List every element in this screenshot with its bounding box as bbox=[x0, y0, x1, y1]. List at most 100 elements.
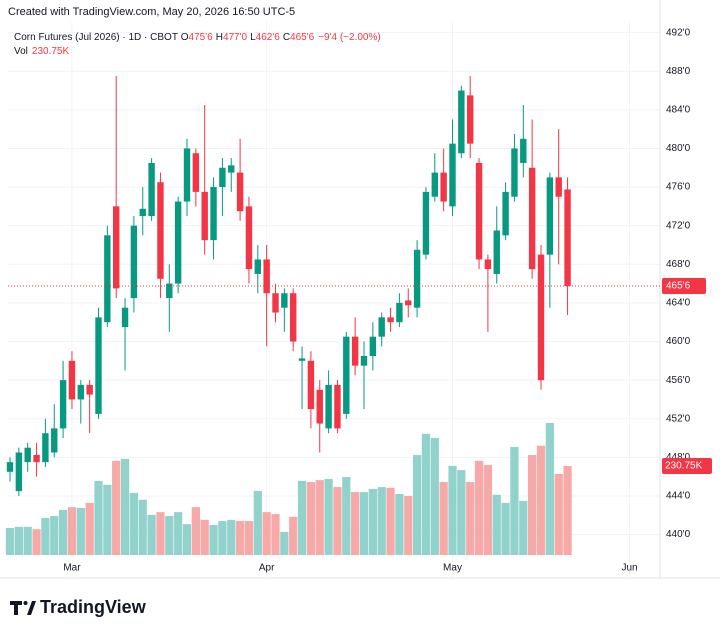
candle-body bbox=[210, 187, 217, 241]
last-volume-box bbox=[662, 457, 712, 474]
y-tick-label: 460'0 bbox=[666, 336, 691, 347]
volume-bar bbox=[218, 521, 227, 555]
candle-body bbox=[290, 293, 297, 342]
volume-bar bbox=[466, 482, 475, 555]
footer-logo bbox=[10, 601, 36, 615]
candle-body bbox=[174, 201, 182, 284]
candle-body bbox=[148, 162, 155, 217]
candle-body bbox=[166, 283, 173, 299]
x-tick-label: Jun bbox=[621, 563, 637, 574]
volume-bar bbox=[41, 517, 50, 555]
legend: Corn Futures (Jul 2026) · 1D · CBOT O475'… bbox=[14, 32, 381, 43]
volume-bar bbox=[377, 487, 386, 555]
volume-bar bbox=[368, 489, 377, 555]
candle-body bbox=[95, 317, 102, 414]
candle-body bbox=[42, 433, 49, 463]
candle-body bbox=[440, 172, 447, 202]
candle-body bbox=[68, 360, 76, 400]
volume-bar bbox=[324, 478, 333, 555]
volume-bar bbox=[280, 531, 289, 555]
volume-bar bbox=[528, 455, 537, 555]
volume-bar bbox=[112, 460, 121, 555]
candle-body bbox=[422, 191, 430, 255]
volume-bar bbox=[129, 492, 139, 555]
legend-open-label: O bbox=[181, 32, 189, 43]
volume-bar bbox=[412, 455, 422, 555]
volume-bar bbox=[501, 502, 510, 555]
candle-body bbox=[201, 191, 208, 241]
candle-body bbox=[334, 384, 341, 429]
legend-change: −9'4 (−2.00%) bbox=[318, 32, 381, 43]
candle-body bbox=[325, 384, 332, 429]
volume-bar bbox=[395, 494, 404, 555]
candle-body bbox=[405, 300, 412, 306]
candle-body bbox=[502, 191, 509, 236]
candle-body bbox=[351, 336, 359, 366]
legend-high: 477'0 bbox=[223, 32, 248, 43]
y-tick-label: 468'0 bbox=[666, 259, 691, 270]
volume-bar bbox=[191, 507, 200, 555]
legend-close: 465'6 bbox=[290, 32, 315, 43]
last-price-box bbox=[662, 278, 706, 295]
y-tick-label: 480'0 bbox=[666, 143, 691, 154]
candle-body bbox=[15, 452, 23, 492]
candle-body bbox=[228, 165, 235, 173]
y-tick-label: 488'0 bbox=[666, 66, 691, 77]
candle-body bbox=[369, 336, 377, 356]
candle-body bbox=[387, 317, 394, 323]
candle-body bbox=[546, 177, 554, 255]
legend-low-label: L bbox=[250, 32, 256, 43]
legend-open: 475'6 bbox=[189, 32, 214, 43]
volume-bar bbox=[306, 482, 316, 555]
last-volume-label: 230.75K bbox=[665, 461, 703, 472]
candle-body bbox=[298, 358, 306, 361]
candle-body bbox=[343, 336, 350, 414]
candle-body bbox=[316, 389, 323, 424]
y-tick-label: 464'0 bbox=[666, 298, 691, 309]
y-tick-label: 440'0 bbox=[666, 529, 691, 540]
candle-body bbox=[59, 380, 67, 429]
volume-bar bbox=[32, 529, 41, 555]
y-tick-label: 472'0 bbox=[666, 220, 691, 231]
candle-body bbox=[77, 384, 84, 400]
volume-bar bbox=[289, 516, 298, 555]
y-tick-label: 448'0 bbox=[666, 452, 691, 463]
x-tick-label: May bbox=[443, 563, 462, 574]
candle-body bbox=[183, 148, 191, 202]
candle-body bbox=[564, 189, 571, 287]
volume-bar bbox=[297, 480, 307, 555]
volume-bar bbox=[271, 514, 280, 555]
volume-bar bbox=[76, 507, 85, 555]
volume-bar bbox=[94, 480, 103, 555]
candle-body bbox=[281, 293, 288, 308]
y-tick-label: 444'0 bbox=[666, 491, 691, 502]
volume-bar bbox=[439, 482, 448, 555]
volume-bar bbox=[23, 526, 32, 555]
candle-body bbox=[51, 428, 58, 453]
legend-low: 462'6 bbox=[256, 32, 281, 43]
candle-body bbox=[458, 90, 465, 154]
candle-body bbox=[360, 355, 368, 366]
candle-body bbox=[396, 302, 403, 323]
volume-bar bbox=[138, 499, 147, 555]
volume-bar bbox=[333, 487, 342, 555]
volume-bar bbox=[262, 512, 271, 555]
candle-body bbox=[493, 230, 500, 274]
volume-bar bbox=[421, 433, 431, 555]
candle-body bbox=[219, 167, 226, 188]
candle-body bbox=[528, 167, 536, 270]
candle-body bbox=[157, 182, 164, 279]
footer: TradingView bbox=[40, 597, 147, 617]
candle-body bbox=[139, 208, 146, 217]
last-price-label: 465'6 bbox=[666, 281, 691, 292]
y-tick-label: 492'0 bbox=[666, 27, 691, 38]
volume-bar bbox=[67, 507, 77, 555]
candle-body bbox=[33, 454, 40, 463]
candle-body bbox=[431, 172, 438, 197]
candle-body bbox=[537, 254, 545, 381]
volume-bar bbox=[244, 521, 254, 555]
candle-body bbox=[484, 259, 492, 270]
legend-close-label: C bbox=[283, 32, 290, 43]
candle-body bbox=[413, 249, 421, 308]
volume-bar bbox=[5, 527, 15, 555]
